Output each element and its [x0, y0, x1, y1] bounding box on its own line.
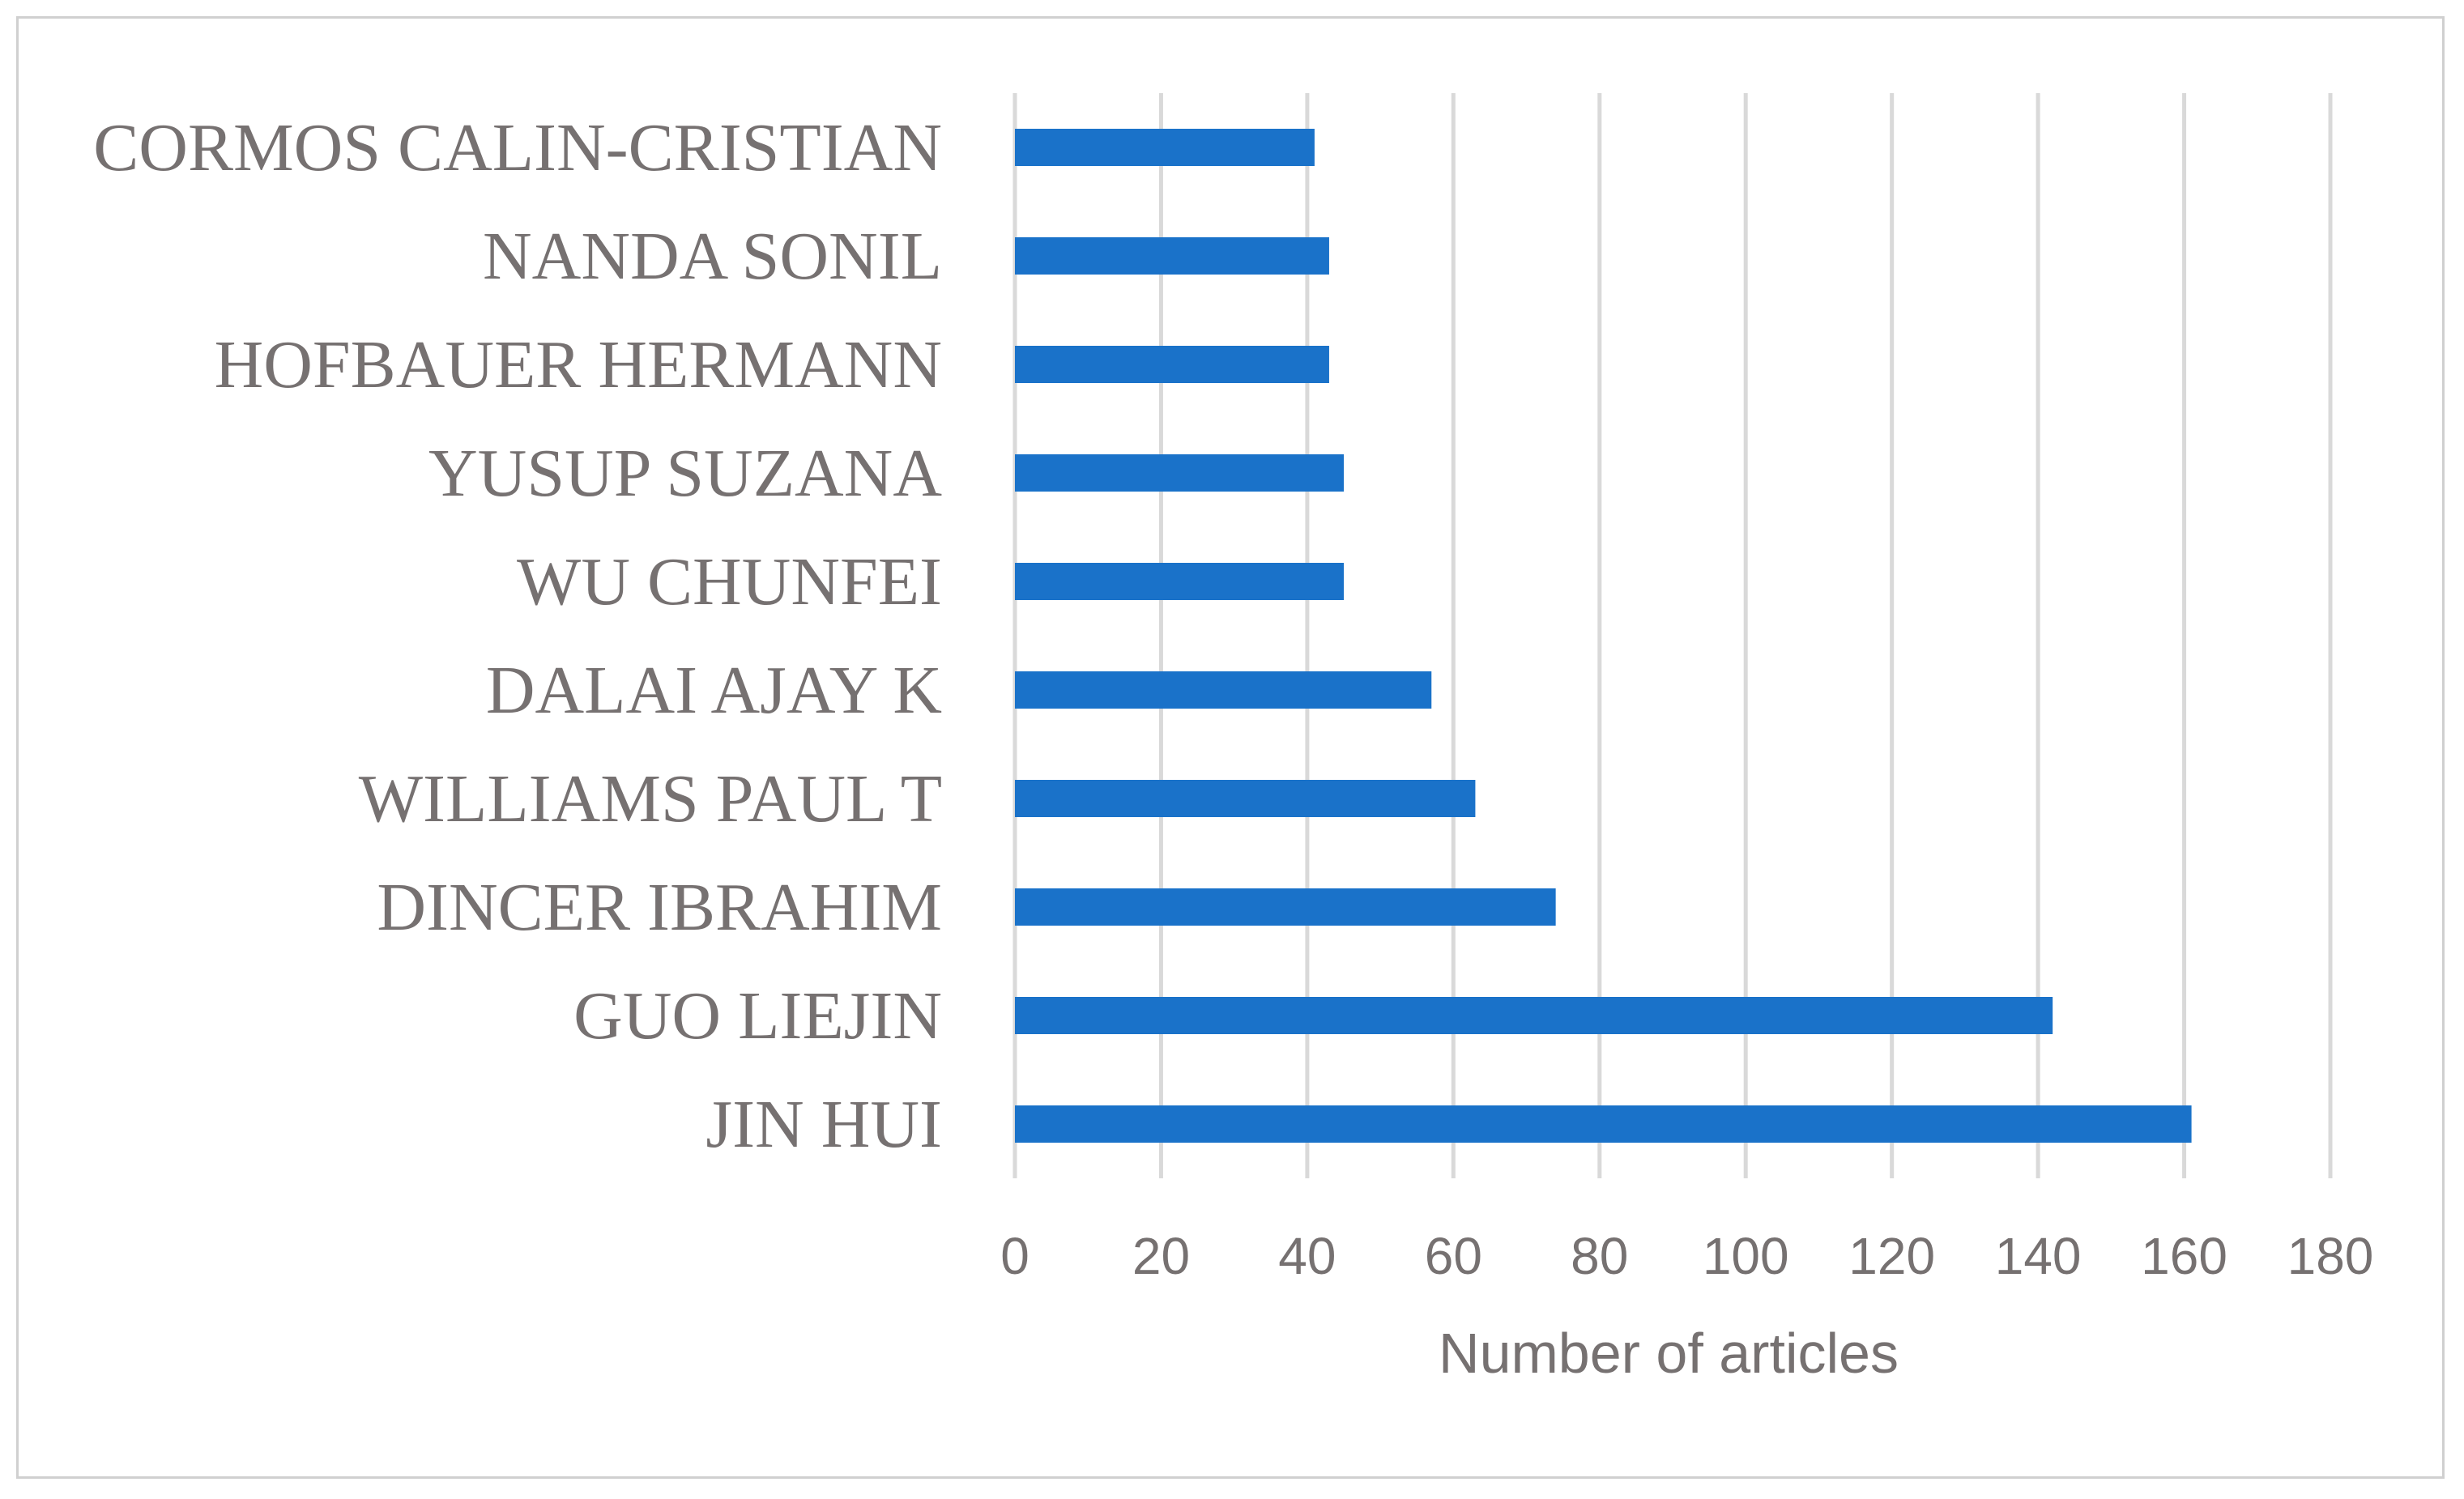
bar [1015, 237, 1329, 275]
category-label: CORMOS CALIN-CRISTIAN [93, 110, 942, 185]
category-label: DALAI AJAY K [486, 653, 942, 728]
bar [1015, 346, 1329, 383]
bar [1015, 780, 1476, 817]
x-tick-label: 0 [1000, 1227, 1030, 1285]
x-tick-label: 160 [2141, 1227, 2227, 1285]
bar [1015, 888, 1556, 926]
x-tick-label: 100 [1703, 1227, 1789, 1285]
x-tick-label: 20 [1132, 1227, 1190, 1285]
category-labels: JIN HUI GUO LIEJIN DINCER IBRAHIM WILLIAMS … [93, 110, 942, 1162]
category-label: NANDA SONIL [483, 219, 942, 294]
x-tick-label: 180 [2287, 1227, 2374, 1285]
category-label: GUO LIEJIN [573, 978, 942, 1054]
bars [1015, 129, 2192, 1143]
x-tick-label: 40 [1278, 1227, 1336, 1285]
bar [1015, 129, 1315, 166]
x-tick-label: 140 [1995, 1227, 2082, 1285]
category-label: WU CHUNFEI [517, 544, 942, 620]
category-label: DINCER IBRAHIM [377, 870, 942, 945]
bar [1015, 454, 1344, 492]
bar [1015, 1105, 2192, 1143]
category-label: HOFBAUER HERMANN [215, 327, 942, 402]
category-label: JIN HUI [706, 1087, 942, 1162]
x-tick-label: 60 [1425, 1227, 1482, 1285]
x-tick-label: 120 [1848, 1227, 1935, 1285]
x-axis-title: Number of articles [1439, 1322, 1899, 1385]
category-label: YUSUP SUZANA [428, 436, 942, 511]
x-tick-label: 80 [1571, 1227, 1628, 1285]
category-label: WILLIAMS PAUL T [359, 761, 942, 837]
x-tick-labels: 0 20 40 60 80 100 120 140 160 180 [1000, 1227, 2373, 1285]
bar [1015, 563, 1344, 600]
bar [1015, 671, 1432, 709]
bar [1015, 997, 2053, 1034]
